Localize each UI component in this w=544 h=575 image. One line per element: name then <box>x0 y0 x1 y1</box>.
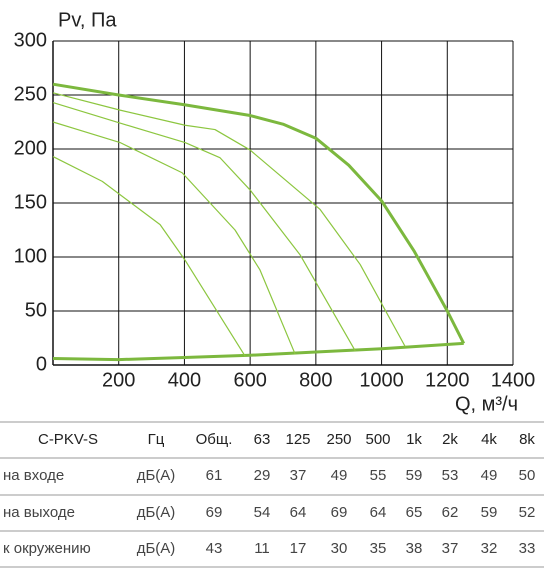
table-cell: 35 <box>370 540 387 557</box>
table-cell: 17 <box>290 540 307 557</box>
table-cell: 32 <box>481 540 498 557</box>
table-cell: 53 <box>442 467 459 484</box>
table-cell: 37 <box>290 467 307 484</box>
table-header: 2k <box>442 431 458 448</box>
y-tick-label: 150 <box>14 191 47 213</box>
table-header: 63 <box>254 431 271 448</box>
curve <box>52 341 464 362</box>
x-tick-label: 600 <box>233 369 266 391</box>
y-tick-label: 0 <box>36 353 47 375</box>
y-tick-label: 50 <box>25 299 47 321</box>
x-tick-label: 1400 <box>491 369 536 391</box>
table-cell: 64 <box>290 504 307 521</box>
table-header: 1k <box>406 431 422 448</box>
y-tick-label: 300 <box>14 29 47 51</box>
x-tick-label: 400 <box>168 369 201 391</box>
table-header: 125 <box>285 431 310 448</box>
table-cell: 64 <box>370 504 387 521</box>
curve <box>52 92 406 347</box>
table-header: Общ. <box>196 431 233 448</box>
x-tick-label: 800 <box>299 369 332 391</box>
curve <box>52 101 356 352</box>
table-cell: 50 <box>519 467 536 484</box>
table-header: 250 <box>326 431 351 448</box>
y-tick-label: 100 <box>14 245 47 267</box>
y-tick-label: 250 <box>14 83 47 105</box>
table-cell: 30 <box>331 540 348 557</box>
table-cell: 69 <box>206 504 223 521</box>
table-cell: 59 <box>406 467 423 484</box>
table-cell: 54 <box>254 504 271 521</box>
table-cell: 49 <box>331 467 348 484</box>
table-cell: дБ(A) <box>137 504 176 521</box>
table-cell: 62 <box>442 504 459 521</box>
table-cell: 49 <box>481 467 498 484</box>
x-tick-label: 1200 <box>425 369 470 391</box>
table-cell: 37 <box>442 540 459 557</box>
table-header: 4k <box>481 431 497 448</box>
table-header: Гц <box>148 431 165 448</box>
y-axis-label: Pv, Па <box>58 9 117 31</box>
y-tick-label: 200 <box>14 137 47 159</box>
table-cell: 65 <box>406 504 423 521</box>
table-header: 8k <box>519 431 535 448</box>
curve <box>52 121 296 355</box>
table-header: 500 <box>365 431 390 448</box>
x-tick-label: 1000 <box>359 369 404 391</box>
table-cell: на входе <box>3 467 64 484</box>
table-cell: на выходе <box>3 504 75 521</box>
table-cell: 29 <box>254 467 271 484</box>
table-cell: 59 <box>481 504 498 521</box>
table-cell: дБ(A) <box>137 540 176 557</box>
x-tick-label: 200 <box>102 369 135 391</box>
table-cell: 52 <box>519 504 536 521</box>
table-cell: 55 <box>370 467 387 484</box>
table-header: C-PKV-S <box>38 431 98 448</box>
table-cell: дБ(A) <box>137 467 176 484</box>
table-cell: к окружению <box>3 540 91 557</box>
table-cell: 33 <box>519 540 536 557</box>
table-cell: 38 <box>406 540 423 557</box>
table-cell: 11 <box>254 540 270 557</box>
x-axis-label: Q, м³/ч <box>455 393 518 415</box>
table-cell: 69 <box>331 504 348 521</box>
curve <box>52 156 246 357</box>
table-cell: 43 <box>206 540 223 557</box>
table-cell: 61 <box>206 467 223 484</box>
curve <box>52 82 466 345</box>
